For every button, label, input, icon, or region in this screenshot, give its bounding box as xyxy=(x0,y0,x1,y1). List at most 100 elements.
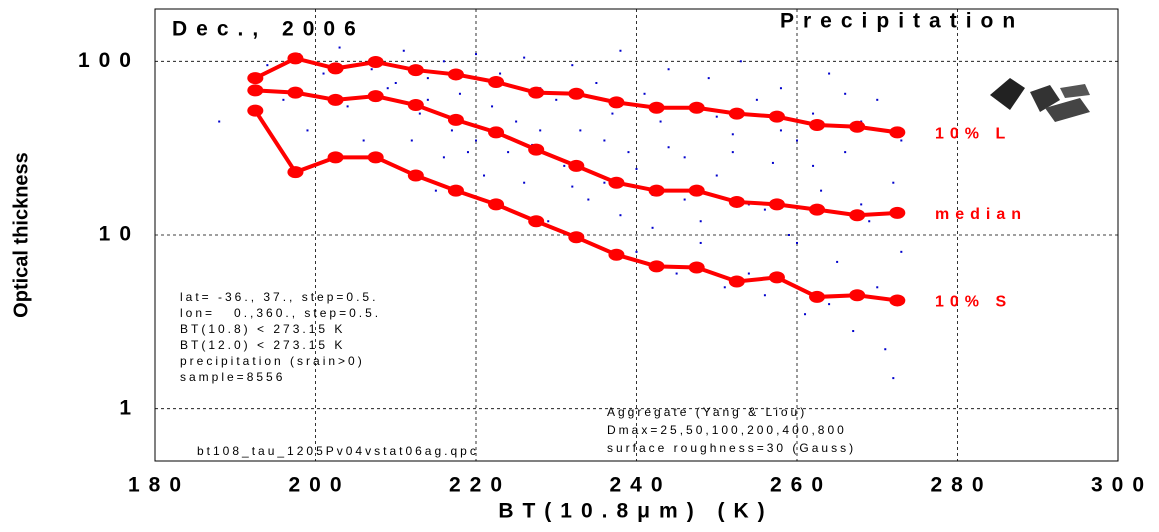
scatter-point xyxy=(346,105,349,108)
point xyxy=(849,209,866,222)
point xyxy=(688,261,705,274)
scatter-point xyxy=(587,198,590,201)
scatter-point xyxy=(723,286,726,289)
point xyxy=(247,104,264,117)
scatter-point xyxy=(884,348,887,351)
point xyxy=(728,195,745,208)
annotation: Dmax=25,50,100,200,400,800 xyxy=(607,423,847,437)
scatter-point xyxy=(426,77,429,80)
point xyxy=(327,93,344,106)
point xyxy=(568,159,585,172)
scatter-point xyxy=(804,313,807,316)
scatter-point xyxy=(763,208,766,211)
point xyxy=(367,90,384,103)
chart-title: Precipitation xyxy=(780,10,1024,33)
x-tick-label: 300 xyxy=(1091,474,1153,497)
scatter-point xyxy=(547,220,550,223)
scatter-point xyxy=(483,174,486,177)
point xyxy=(488,75,505,88)
scatter-point xyxy=(362,139,365,142)
scatter-point xyxy=(434,189,437,192)
scatter-point xyxy=(731,151,734,154)
point xyxy=(889,294,906,307)
scatter-point xyxy=(699,241,702,244)
annotation: precipitation (srain>0) xyxy=(180,354,365,368)
y-tick-label: 100 xyxy=(78,49,140,72)
scatter-point xyxy=(386,87,389,90)
scatter-point xyxy=(787,234,790,236)
series-label: median xyxy=(935,206,1027,223)
scatter-point xyxy=(507,151,510,154)
scatter-point xyxy=(876,98,879,101)
point xyxy=(608,176,625,189)
scatter-point xyxy=(828,303,831,306)
point xyxy=(688,101,705,114)
scatter-point xyxy=(667,68,670,71)
point xyxy=(809,118,826,131)
scatter-point xyxy=(796,139,798,142)
scatter-point xyxy=(820,189,823,192)
y-tick-label: 1 xyxy=(119,396,140,419)
point xyxy=(608,248,625,261)
scatter-point xyxy=(900,139,903,142)
scatter-point xyxy=(852,330,855,333)
annotation: sample=8556 xyxy=(180,370,285,384)
scatter-point xyxy=(266,64,269,67)
series-label: 10% L xyxy=(935,126,1011,143)
annotation: lon= 0.,360., step=0.5. xyxy=(180,306,381,320)
scatter-point xyxy=(563,164,566,167)
point xyxy=(488,126,505,139)
y-tick-label: 10 xyxy=(99,223,140,246)
scatter-point xyxy=(619,49,622,52)
point xyxy=(287,166,304,179)
scatter-point xyxy=(683,156,686,159)
point xyxy=(287,52,304,65)
scatter-point xyxy=(579,129,582,132)
point xyxy=(648,260,665,273)
scatter-point xyxy=(659,120,662,123)
point xyxy=(648,184,665,197)
scatter-point xyxy=(715,115,718,118)
scatter-point xyxy=(747,272,750,275)
scatter-point xyxy=(218,120,221,123)
scatter-point xyxy=(603,181,606,184)
scatter-point xyxy=(812,112,815,115)
annotation: BT(12.0) < 273.15 K xyxy=(180,338,345,352)
scatter-point xyxy=(771,161,774,164)
scatter-point xyxy=(900,250,903,253)
scatter-point xyxy=(836,260,839,263)
point xyxy=(367,56,384,69)
point xyxy=(407,169,424,182)
point xyxy=(849,120,866,133)
file-label: bt108_tau_1205Pv04vstat06ag.qpc xyxy=(197,444,479,458)
scatter-point xyxy=(812,164,815,167)
scatter-point xyxy=(475,53,477,56)
icon xyxy=(990,78,1090,122)
scatter-point xyxy=(603,139,606,142)
point xyxy=(528,86,545,99)
x-axis-label: BT(10.8μm) (K) xyxy=(498,500,773,523)
scatter-point xyxy=(282,98,285,101)
point xyxy=(327,62,344,75)
scatter-point xyxy=(499,72,502,75)
scatter-point xyxy=(426,98,429,101)
point xyxy=(528,215,545,228)
scatter-point xyxy=(828,72,831,75)
scatter-point xyxy=(523,181,526,184)
scatter-point xyxy=(539,129,542,132)
annotation: surface roughness=30 (Gauss) xyxy=(607,441,856,455)
point xyxy=(407,64,424,77)
scatter-point xyxy=(892,377,895,380)
scatter-point xyxy=(796,241,798,244)
x-tick-label: 220 xyxy=(449,474,511,497)
scatter-point xyxy=(715,174,718,177)
scatter-point xyxy=(394,81,397,84)
point xyxy=(648,101,665,114)
scatter-point xyxy=(619,214,622,217)
scatter-point xyxy=(779,87,782,90)
scatter-point xyxy=(675,272,678,275)
scatter-point xyxy=(739,60,742,63)
point xyxy=(849,289,866,302)
annotation: BT(10.8) < 273.15 K xyxy=(180,322,345,336)
scatter-point xyxy=(860,120,863,123)
